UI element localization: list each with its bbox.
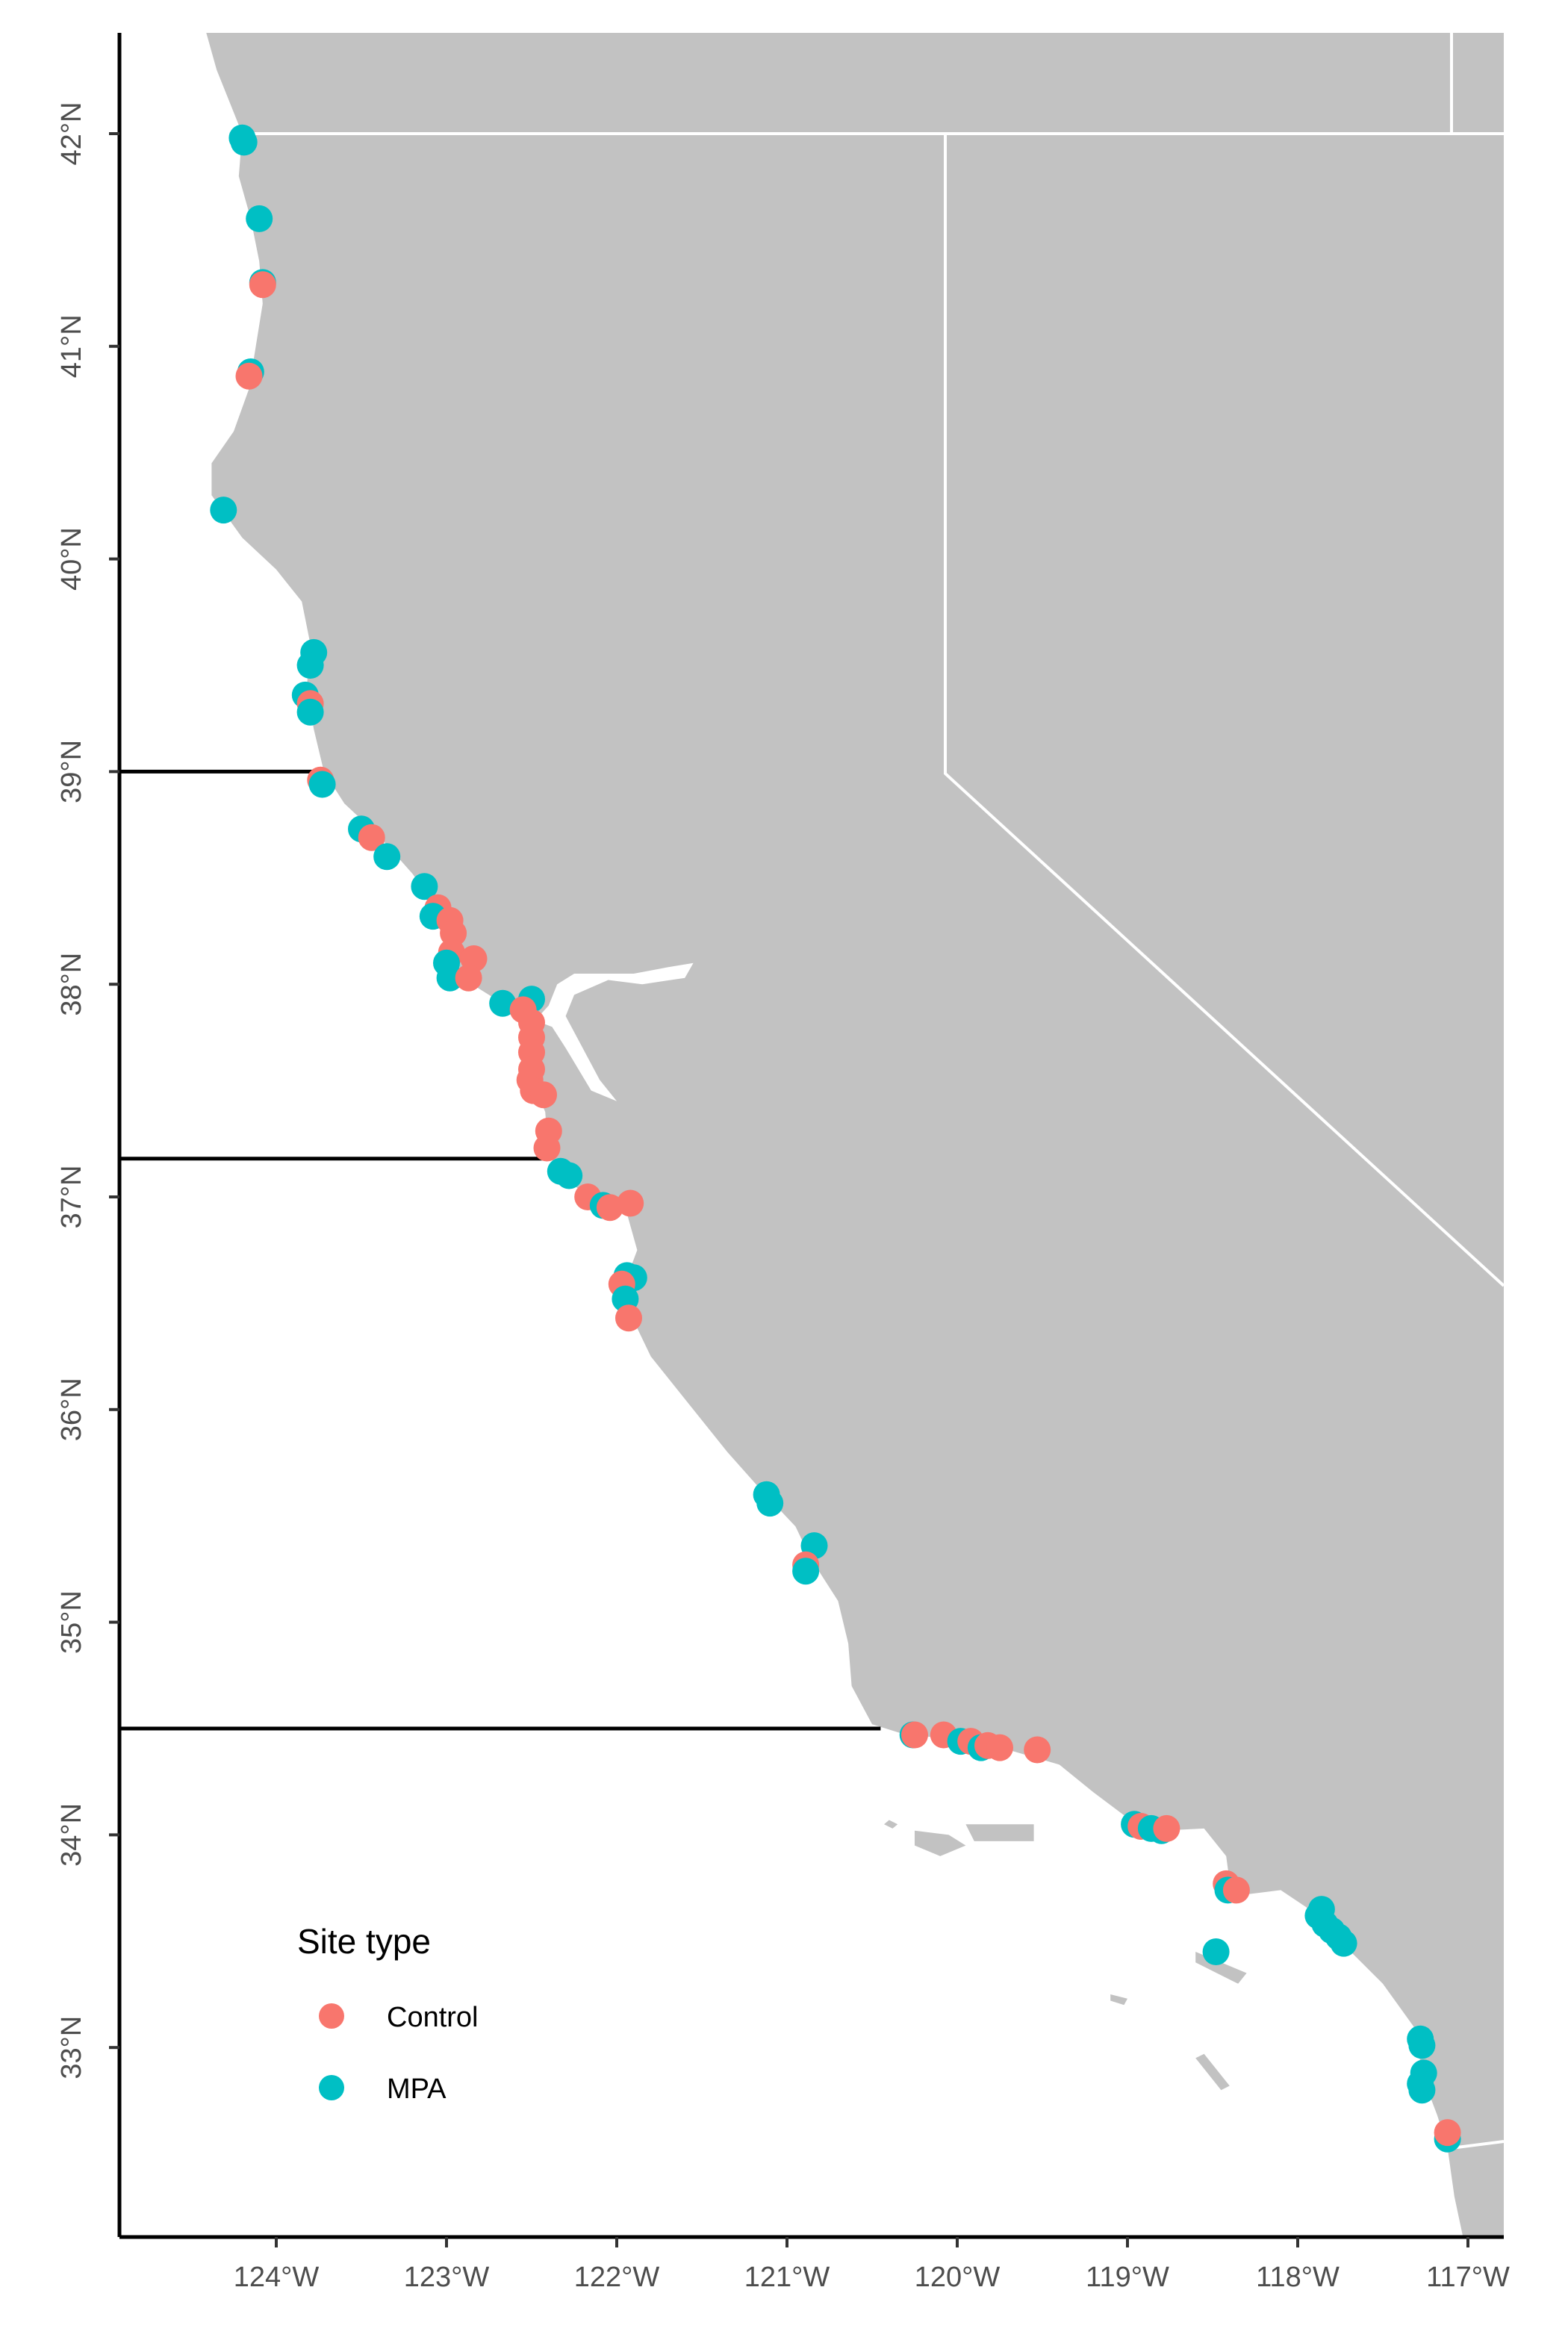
site-point-control: [455, 964, 482, 992]
y-tick-label: 39°N: [56, 740, 87, 803]
land-coastline: [205, 33, 1504, 2237]
site-point-mpa: [373, 843, 401, 871]
legend-label-control: Control: [387, 2002, 479, 2033]
site-points: [210, 124, 1461, 2153]
site-point-mpa: [230, 128, 258, 156]
legend-title: Site type: [297, 1922, 431, 1961]
site-point-control: [1222, 1876, 1250, 1904]
site-point-control: [1434, 2119, 1461, 2147]
legend: Site type Control MPA: [297, 1922, 479, 2105]
site-point-control: [249, 271, 276, 299]
channel-islands: [884, 1820, 1247, 2091]
island-shape: [915, 1830, 966, 1856]
x-tick-label: 120°W: [915, 2262, 1001, 2293]
y-tick-label: 36°N: [56, 1378, 87, 1441]
site-point-control: [986, 1734, 1013, 1761]
site-point-mpa: [436, 964, 464, 992]
y-tick-label: 37°N: [56, 1166, 87, 1229]
site-point-mpa: [556, 1162, 583, 1189]
site-point-mpa: [1408, 2032, 1436, 2059]
site-point-control: [617, 1189, 644, 1217]
site-point-control: [235, 362, 263, 390]
site-point-mpa: [1408, 2076, 1436, 2104]
y-tick-label: 34°N: [56, 1803, 87, 1867]
site-point-mpa: [296, 652, 324, 679]
site-point-mpa: [1202, 1938, 1230, 1965]
site-point-control: [533, 1134, 561, 1162]
site-point-mpa: [210, 497, 237, 524]
y-tick-label: 33°N: [56, 2016, 87, 2079]
site-point-control: [530, 1081, 557, 1109]
legend-label-mpa: MPA: [387, 2073, 447, 2105]
region-boundaries: [119, 769, 881, 1731]
site-point-mpa: [1330, 1929, 1357, 1957]
site-point-control: [596, 1194, 623, 1222]
x-tick-label: 122°W: [574, 2262, 660, 2293]
site-point-control: [1153, 1814, 1180, 1842]
site-point-control: [615, 1304, 642, 1332]
y-tick-label: 41°N: [56, 314, 87, 378]
x-tick-label: 119°W: [1086, 2262, 1169, 2293]
state-border-ca-nv: [944, 134, 1504, 1287]
site-point-control: [358, 824, 385, 851]
legend-swatch-control: [319, 2003, 344, 2029]
site-point-mpa: [308, 771, 336, 798]
x-axis-ticks: 124°W 123°W 122°W 121°W 120°W 119°W 118°W 117°W: [234, 2237, 1510, 2293]
site-point-mpa: [756, 1490, 784, 1517]
y-axis-ticks: 42°N 41°N 40°N 39°N 38°N 37°N 36°N 35°N 34°N 33°N: [56, 102, 119, 2079]
island-shape: [1110, 1994, 1127, 2006]
site-point-mpa: [296, 698, 324, 726]
site-point-mpa: [489, 989, 517, 1017]
island-shape: [965, 1824, 1034, 1841]
x-tick-label: 118°W: [1256, 2262, 1340, 2293]
san-francisco-bay: [535, 962, 694, 1101]
legend-swatch-mpa: [319, 2075, 344, 2100]
y-tick-label: 42°N: [56, 102, 87, 166]
y-tick-label: 35°N: [56, 1590, 87, 1654]
site-point-mpa: [411, 873, 438, 900]
x-tick-label: 121°W: [744, 2262, 830, 2293]
island-shape: [1195, 2053, 1230, 2091]
y-tick-label: 40°N: [56, 527, 87, 591]
site-point-mpa: [792, 1558, 820, 1585]
y-tick-label: 38°N: [56, 953, 87, 1016]
site-point-control: [901, 1721, 928, 1749]
x-tick-label: 117°W: [1426, 2262, 1510, 2293]
site-point-control: [1024, 1736, 1051, 1764]
site-point-mpa: [246, 205, 273, 232]
x-tick-label: 124°W: [234, 2262, 320, 2293]
x-tick-label: 123°W: [404, 2262, 490, 2293]
island-shape: [884, 1820, 898, 1829]
